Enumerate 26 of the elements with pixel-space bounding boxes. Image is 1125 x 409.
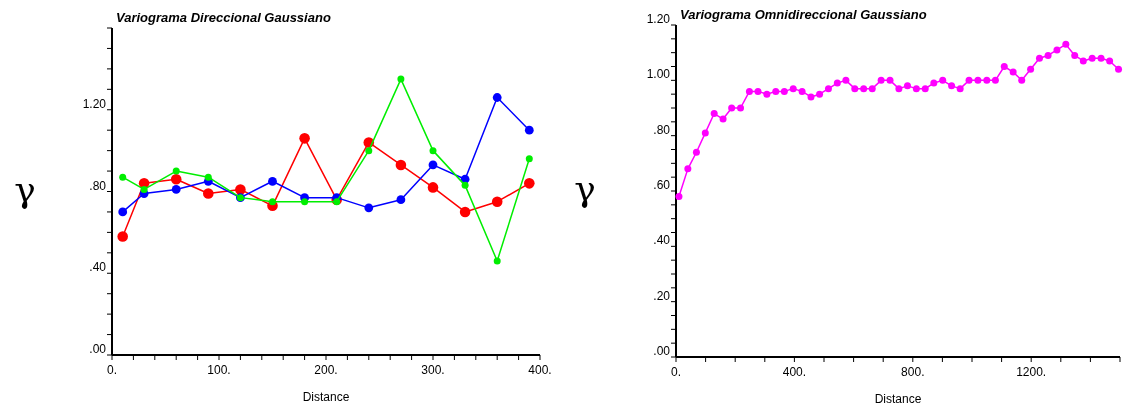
y-tick-label: 1.20 [82, 96, 107, 111]
x-tick-label: 300. [421, 363, 445, 377]
y-tick-label: .20 [653, 288, 671, 303]
x-tick-label: 0. [106, 363, 118, 377]
y-tick-label: .00 [653, 344, 671, 358]
y-tick-label: 1.00 [646, 67, 671, 82]
y-tick-label: .40 [653, 233, 671, 248]
y-tick-label: 1.20 [646, 12, 671, 26]
y-tick-label: .40 [89, 260, 107, 275]
x-tick-label: 400. [782, 365, 807, 379]
x-tick-label: 100. [207, 363, 231, 377]
y-tick-label: .80 [89, 178, 107, 193]
chart-title: Variograma Omnidireccional Gaussiano [680, 7, 927, 22]
x-tick-label: 400. [528, 363, 552, 377]
y-axis-title: γ [14, 168, 36, 210]
x-tick-label: 200. [314, 363, 338, 377]
x-tick-label: 0. [670, 365, 682, 379]
y-tick-label: .80 [653, 122, 671, 137]
chart-title: Variograma Direccional Gaussiano [116, 10, 331, 25]
y-tick-label: .60 [653, 178, 671, 192]
x-tick-label: 800. [901, 365, 925, 379]
x-axis-title: Distance [874, 392, 922, 406]
x-axis-title: Distance [302, 390, 350, 404]
y-tick-label: .00 [89, 342, 107, 356]
x-tick-label: 1200. [1016, 365, 1047, 379]
y-axis-title: γ [574, 168, 596, 209]
